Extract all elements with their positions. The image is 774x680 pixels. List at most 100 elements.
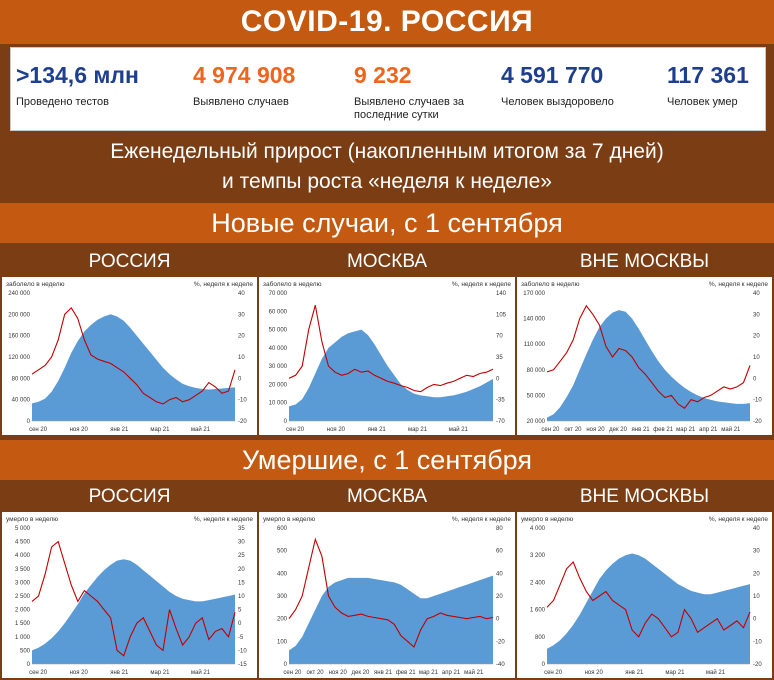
y-right-tick: -20 <box>238 419 247 425</box>
y-left-tick: 5 000 <box>15 526 31 532</box>
y-right-tick: 0 <box>753 617 757 623</box>
x-tick: ноя 20 <box>70 670 89 676</box>
x-tick: янв 21 <box>625 670 644 676</box>
y-right-tick: 10 <box>238 355 245 361</box>
y-left-tick: 600 <box>277 526 288 532</box>
growth-line-series <box>546 561 751 638</box>
chart-deaths-outside-svg: умерло в неделю %, неделя к неделе 0 800 1 6… <box>521 516 768 676</box>
left-axis-label: заболело в неделю <box>263 280 322 288</box>
y-right-tick: 30 <box>238 312 245 318</box>
y-left-tick: 4 000 <box>530 526 546 532</box>
chart-cases-moscow: заболело в неделю %, неделя к неделе 0 10 0… <box>259 277 515 435</box>
y-left-tick: 50 000 <box>527 393 546 399</box>
y-right-tick: 20 <box>753 334 760 340</box>
right-axis-label: %, неделя к неделе <box>452 281 511 288</box>
x-tick: янв 21 <box>110 427 129 433</box>
x-tick: мар 21 <box>408 427 428 433</box>
y-right-tick: 70 <box>496 334 503 340</box>
left-axis-label: умерло в неделю <box>263 516 315 523</box>
x-tick: мар 21 <box>419 670 439 676</box>
x-tick: май 21 <box>464 669 484 676</box>
y-left-tick: 2 000 <box>15 608 31 614</box>
y-right-tick: 20 <box>238 334 245 340</box>
y-right-tick: -10 <box>238 398 247 404</box>
y-right-tick: 60 <box>496 549 503 555</box>
subtitle-line-1: Еженедельный прирост (накопленным итогом… <box>110 140 664 163</box>
y-right-tick: -40 <box>496 662 505 668</box>
area-series <box>32 314 235 421</box>
y-right-tick: 40 <box>496 571 503 577</box>
y-left-tick: 3 000 <box>15 580 31 586</box>
chart-cases-moscow-svg: заболело в неделю %, неделя к неделе 0 10 0… <box>263 280 511 433</box>
y-right-tick: 20 <box>496 594 503 600</box>
area-series <box>289 575 493 664</box>
stat-deaths-value: 117 361 <box>667 62 749 88</box>
y-right-tick: 10 <box>753 594 760 600</box>
y-right-tick: 5 <box>238 608 242 614</box>
growth-line-series <box>31 307 236 405</box>
x-tick: фев 21 <box>396 670 416 676</box>
x-tick: сен 20 <box>541 427 560 433</box>
y-right-tick: 0 <box>496 617 500 623</box>
y-left-tick: 500 <box>277 549 288 555</box>
x-tick: сен 20 <box>29 427 48 433</box>
y-left-tick: 0 <box>284 662 288 668</box>
chart-cases-russia: заболело в неделю %, неделя к неделе 0 40 0… <box>2 277 257 435</box>
y-right-tick: -20 <box>496 639 505 645</box>
y-left-tick: 1 500 <box>15 621 31 627</box>
y-left-tick: 20 000 <box>527 419 546 425</box>
area-series <box>547 310 750 421</box>
stat-tests-label: Проведено тестов <box>16 96 109 108</box>
y-right-tick: -20 <box>753 662 762 668</box>
right-axis-label: %, неделя к неделе <box>452 516 511 523</box>
y-left-tick: 20 000 <box>269 382 288 388</box>
y-left-tick: 800 <box>535 635 546 641</box>
x-tick: янв 21 <box>632 427 651 433</box>
x-tick: май 21 <box>449 426 469 433</box>
y-right-tick: 30 <box>753 549 760 555</box>
chart-deaths-russia: умерло в неделю %, неделя к неделе 0 500 1 0… <box>2 512 257 678</box>
x-tick: сен 20 <box>286 427 305 433</box>
x-tick: мар 21 <box>665 670 685 676</box>
y-left-tick: 300 <box>277 594 288 600</box>
region-outside-deaths: ВНЕ МОСКВЫ <box>517 482 772 512</box>
stats-panel: >134,6 млн Проведено тестов 4 974 908 Вы… <box>10 47 766 131</box>
y-left-tick: 4 500 <box>15 540 31 546</box>
x-tick: ноя 20 <box>329 670 348 676</box>
page-title: COVID-19. РОССИЯ <box>0 0 774 44</box>
y-right-tick: 20 <box>753 571 760 577</box>
y-left-tick: 70 000 <box>269 291 288 297</box>
y-right-tick: -10 <box>753 398 762 404</box>
stat-tests: >134,6 млн Проведено тестов <box>16 62 139 109</box>
x-tick: янв 21 <box>368 427 387 433</box>
y-left-tick: 0 <box>27 662 31 668</box>
x-tick: май 21 <box>191 426 211 433</box>
left-axis-label: умерло в неделю <box>521 516 573 523</box>
x-tick: дек 20 <box>609 427 627 433</box>
y-left-tick: 50 000 <box>269 328 288 334</box>
y-left-tick: 400 <box>277 571 288 577</box>
y-right-tick: -70 <box>496 419 505 425</box>
area-series <box>32 559 235 664</box>
x-tick: окт 20 <box>307 670 325 676</box>
y-left-tick: 80 000 <box>527 368 546 374</box>
y-left-tick: 240 000 <box>8 291 30 297</box>
y-left-tick: 1 600 <box>530 608 546 614</box>
growth-line-series <box>546 304 751 409</box>
section-deaths-title: Умершие, с 1 сентября <box>0 440 774 480</box>
y-left-tick: 4 000 <box>15 553 31 559</box>
chart-cases-russia-svg: заболело в неделю %, неделя к неделе 0 40 0… <box>6 280 253 433</box>
x-tick: фев 21 <box>653 427 673 433</box>
left-axis-label: умерло в неделю <box>6 516 58 523</box>
right-axis-label: %, неделя к неделе <box>709 516 768 523</box>
y-right-tick: -10 <box>753 639 762 645</box>
y-right-tick: 140 <box>496 291 507 297</box>
y-left-tick: 140 000 <box>523 317 545 323</box>
y-right-tick: 25 <box>238 553 245 559</box>
region-russia-deaths: РОССИЯ <box>2 482 257 512</box>
y-right-tick: 40 <box>753 526 760 532</box>
growth-line-series <box>288 305 494 393</box>
x-tick: май 21 <box>191 669 211 676</box>
y-right-tick: 0 <box>238 376 242 382</box>
chart-deaths-outside: умерло в неделю %, неделя к неделе 0 800 1 6… <box>517 512 772 678</box>
